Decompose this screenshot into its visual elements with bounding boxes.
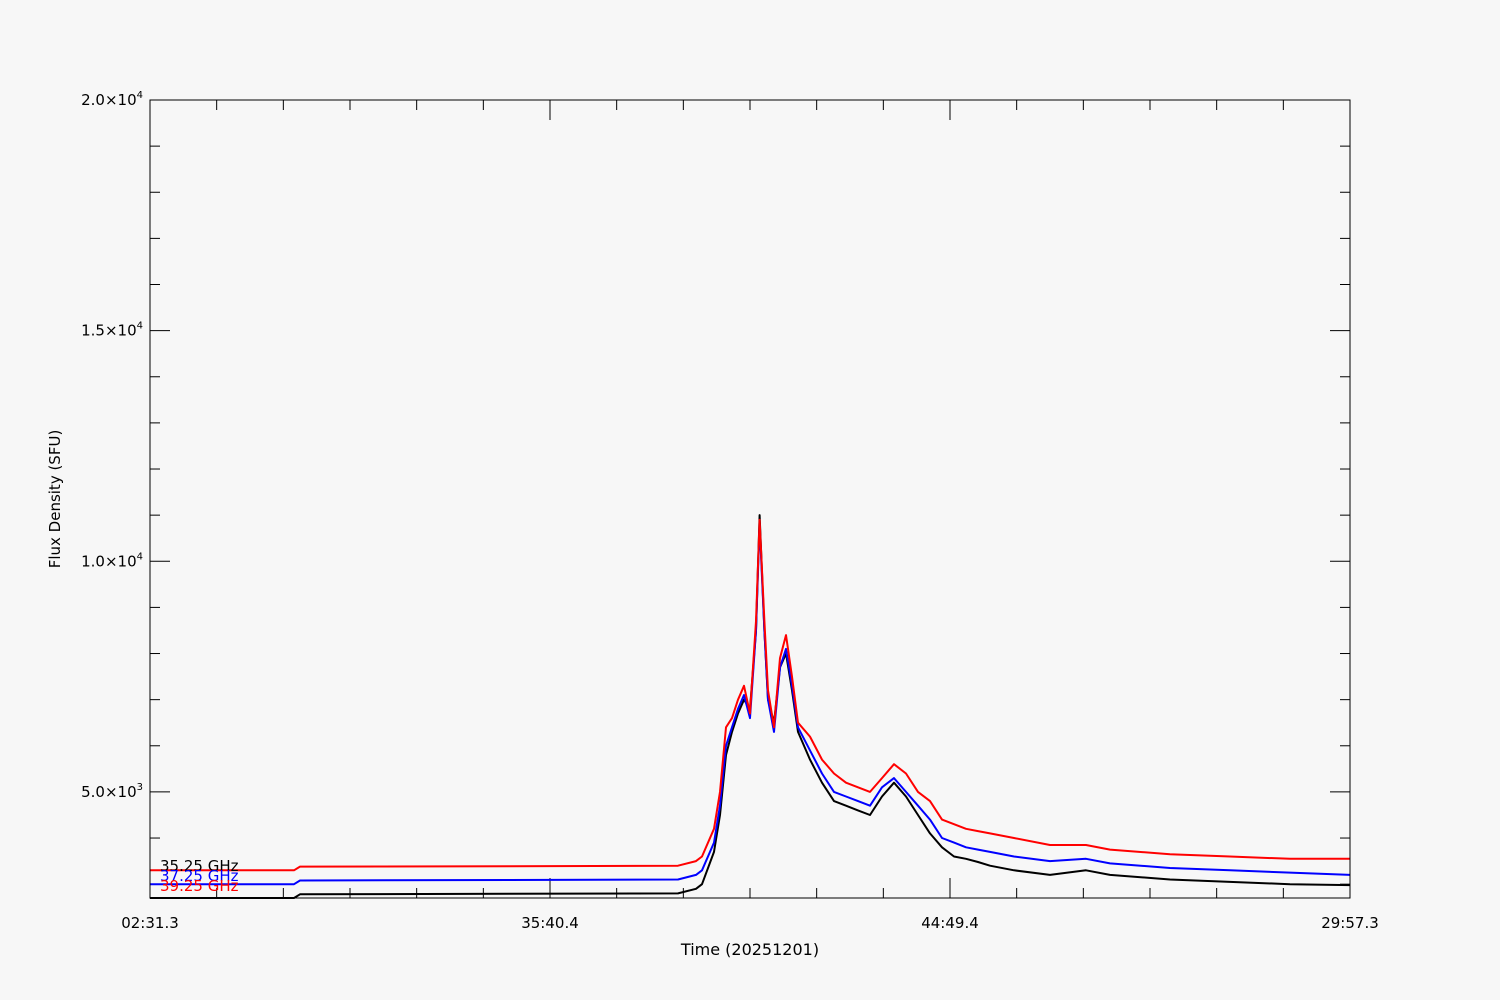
series-line-3 (150, 518, 1350, 872)
plot-frame (149, 99, 1351, 899)
y-tick-label: 1.5×104 (81, 321, 143, 340)
y-tick-label: 1.0×104 (81, 551, 143, 570)
x-tick-label: 35:40.4 (521, 914, 579, 932)
x-tick-label: 44:49.4 (921, 914, 979, 932)
series-lines (150, 514, 1351, 899)
legend-item: 37.25 GHz (160, 867, 239, 885)
x-axis-label: Time (20251201) (680, 940, 819, 959)
y-tick-label: 2.0×104 (81, 90, 143, 109)
x-tick-label: 29:57.3 (1321, 914, 1379, 932)
axis-ticks (149, 99, 1351, 898)
y-tick-label: 5.0×103 (81, 782, 143, 801)
tick-labels: 02:31.3 35:40.4 44:49.4 29:57.3 5.0×103 1.0×1… (81, 90, 1379, 932)
x-tick-label: 02:31.3 (121, 914, 179, 932)
y-axis-label: Flux Density (SFU) (46, 430, 64, 569)
legend-item: 39.25 GHz (160, 877, 239, 895)
series-line-1 (150, 514, 1351, 899)
legend-item: 35.25 GHz (160, 857, 239, 875)
series-line-2 (150, 523, 1351, 886)
